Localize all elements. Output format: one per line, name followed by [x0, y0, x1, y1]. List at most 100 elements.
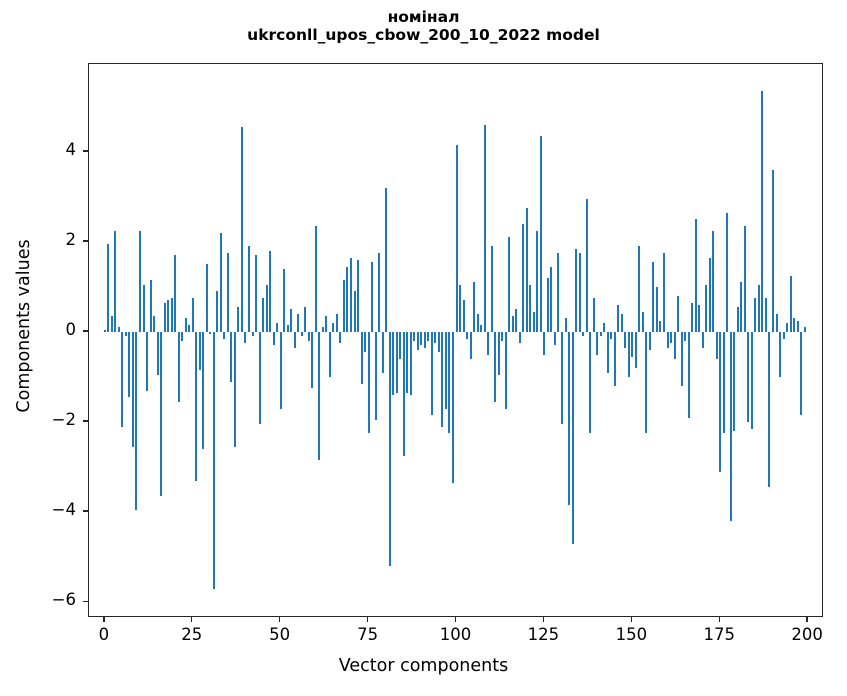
bar: [596, 331, 599, 355]
bar: [736, 307, 739, 332]
bar: [480, 325, 483, 332]
bar: [575, 248, 578, 332]
bar: [167, 300, 170, 332]
bar: [240, 127, 243, 332]
bar: [680, 331, 683, 387]
bar: [779, 331, 782, 378]
bar: [430, 331, 433, 416]
y-tick-mark: [83, 150, 88, 152]
x-tick-label: 25: [181, 625, 203, 644]
bar: [181, 331, 184, 341]
y-tick-label: −6: [51, 590, 76, 610]
bar: [163, 302, 166, 332]
bar: [459, 284, 462, 332]
bar: [610, 331, 613, 339]
x-tick-mark: [542, 617, 545, 622]
x-axis-label: Vector components: [338, 656, 509, 676]
bar: [525, 208, 528, 332]
bar: [371, 262, 374, 332]
bar: [381, 331, 384, 373]
bar: [156, 331, 159, 375]
bar: [561, 331, 563, 425]
bar: [662, 253, 665, 332]
bar: [476, 313, 479, 332]
bar: [258, 331, 261, 425]
bar: [719, 331, 722, 472]
x-tick-label: 0: [98, 625, 110, 644]
bar: [251, 331, 254, 337]
bar: [666, 331, 669, 348]
bar: [121, 331, 124, 427]
bar: [603, 322, 606, 332]
bar: [335, 313, 338, 332]
bar: [497, 331, 500, 375]
bar: [226, 253, 229, 332]
bar: [135, 331, 138, 510]
y-tick-label: 0: [65, 319, 77, 339]
bar: [631, 331, 634, 357]
bar: [641, 311, 644, 332]
bar: [800, 331, 803, 416]
bar: [648, 331, 651, 350]
bar: [216, 291, 219, 332]
bar: [131, 331, 134, 447]
bar: [684, 331, 687, 341]
bar: [546, 277, 549, 332]
y-tick-mark: [83, 240, 88, 242]
bar: [321, 327, 324, 332]
bar: [325, 316, 328, 332]
bar: [568, 331, 571, 506]
bar: [441, 331, 444, 427]
bar: [772, 169, 774, 332]
bar: [279, 331, 282, 409]
bar: [339, 331, 342, 344]
bar: [677, 295, 680, 332]
x-tick-mark: [630, 617, 633, 622]
bar: [539, 136, 542, 332]
x-tick-label: 175: [703, 625, 736, 644]
bar: [409, 331, 412, 396]
bar: [645, 331, 648, 434]
bar: [606, 331, 609, 373]
bar: [262, 298, 265, 332]
bar: [515, 309, 518, 332]
bar: [564, 318, 567, 332]
bar: [761, 91, 764, 332]
bar: [536, 230, 539, 332]
bar: [624, 331, 627, 348]
bar: [117, 327, 120, 332]
bar: [332, 322, 335, 332]
x-tick-label: 125: [527, 625, 560, 644]
bar: [522, 223, 525, 332]
bar: [691, 302, 694, 332]
bar-series: [89, 64, 822, 616]
bar: [659, 320, 662, 332]
bar: [142, 284, 145, 332]
bar: [360, 331, 363, 384]
bar: [494, 331, 497, 402]
bar: [599, 331, 602, 337]
bar: [571, 331, 574, 544]
bar: [300, 331, 303, 337]
bar: [413, 331, 416, 341]
bar: [490, 246, 493, 332]
bar: [655, 286, 658, 332]
bar: [701, 331, 704, 348]
bar: [673, 331, 676, 359]
bar: [743, 226, 746, 332]
bar: [153, 316, 156, 332]
chart-title: номінал ukrconll_upos_cbow_200_10_2022 m…: [0, 8, 847, 45]
bar: [589, 331, 592, 434]
bar: [705, 284, 708, 332]
chart-title-line-2: ukrconll_upos_cbow_200_10_2022 model: [247, 26, 600, 45]
bar: [202, 331, 205, 450]
bar: [269, 250, 272, 332]
bar: [796, 320, 799, 332]
bar: [617, 304, 620, 332]
x-tick-mark: [103, 617, 105, 622]
bar: [627, 331, 630, 378]
bar: [399, 331, 402, 359]
bar: [487, 331, 490, 355]
bar: [448, 331, 451, 434]
